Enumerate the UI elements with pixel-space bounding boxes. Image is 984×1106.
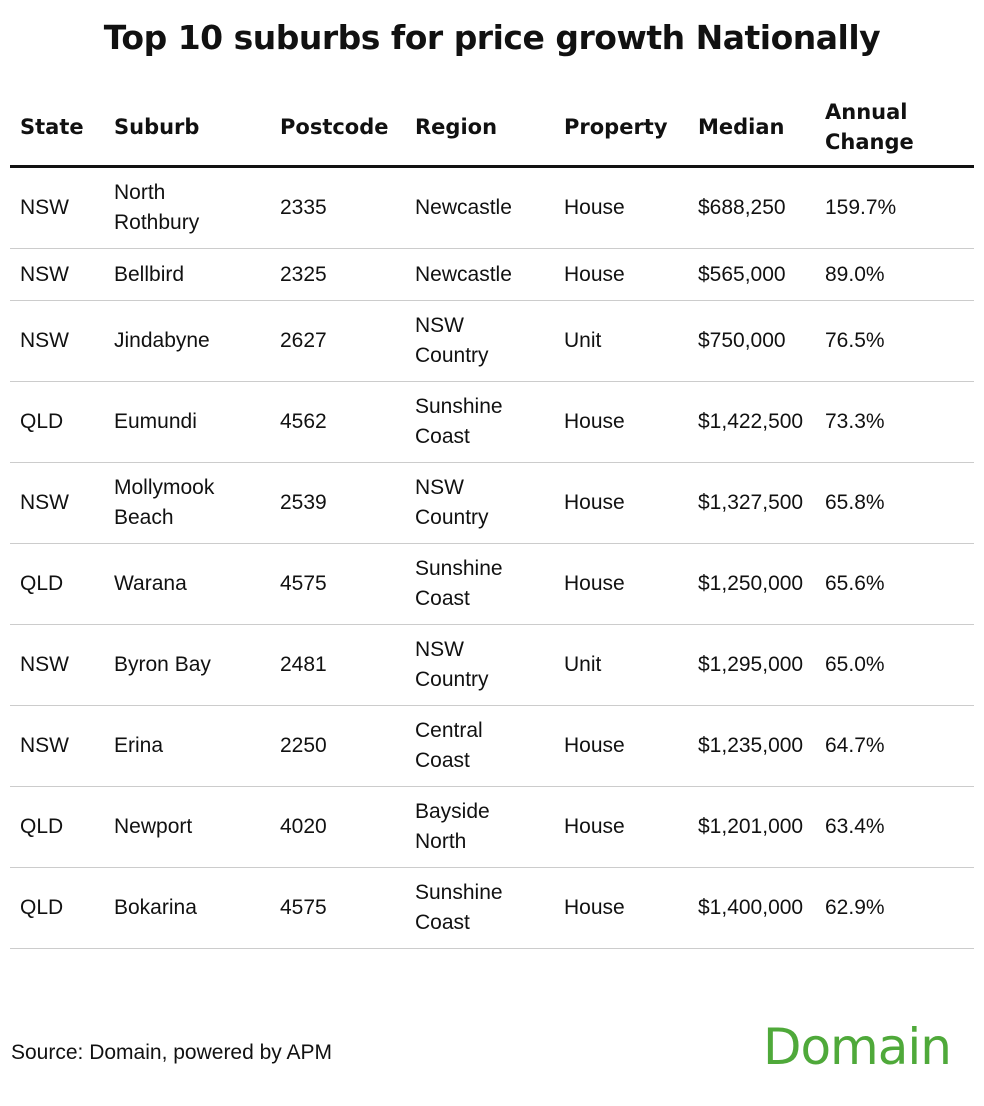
column-header-state: State bbox=[10, 88, 104, 168]
table-row: NSW Mollymook Beach 2539 NSW Country House $1… bbox=[10, 462, 974, 544]
cell-region: Central Coast bbox=[405, 705, 554, 787]
table-row: QLD Eumundi 4562 Sunshine Coast House $1,422,… bbox=[10, 381, 974, 463]
cell-postcode: 2627 bbox=[270, 300, 405, 382]
column-header-postcode: Postcode bbox=[270, 88, 405, 168]
table-row: QLD Newport 4020 Bayside North House $1,201,0… bbox=[10, 786, 974, 868]
cell-postcode: 2539 bbox=[270, 462, 405, 544]
cell-region: NSW Country bbox=[405, 300, 554, 382]
cell-median: $750,000 bbox=[688, 300, 815, 382]
cell-property: House bbox=[554, 705, 688, 787]
cell-postcode: 4020 bbox=[270, 786, 405, 868]
source-note: Source: Domain, powered by APM bbox=[11, 1041, 332, 1064]
cell-state: NSW bbox=[10, 248, 104, 301]
cell-suburb: Byron Bay bbox=[104, 624, 270, 706]
cell-region: Newcastle bbox=[405, 166, 554, 249]
cell-state: NSW bbox=[10, 462, 104, 544]
cell-postcode: 4575 bbox=[270, 543, 405, 625]
cell-suburb: Newport bbox=[104, 786, 270, 868]
cell-postcode: 2325 bbox=[270, 248, 405, 301]
cell-median: $1,250,000 bbox=[688, 543, 815, 625]
cell-annual-change: 64.7% bbox=[815, 705, 974, 787]
cell-state: NSW bbox=[10, 705, 104, 787]
cell-annual-change: 62.9% bbox=[815, 867, 974, 949]
cell-region: Bayside North bbox=[405, 786, 554, 868]
column-header-annual-change: Annual Change bbox=[815, 88, 974, 168]
cell-suburb: Bellbird bbox=[104, 248, 270, 301]
cell-median: $1,295,000 bbox=[688, 624, 815, 706]
cell-median: $688,250 bbox=[688, 166, 815, 249]
cell-median: $565,000 bbox=[688, 248, 815, 301]
table-row: NSW North Rothbury 2335 Newcastle House $688,… bbox=[10, 166, 974, 249]
column-header-median: Median bbox=[688, 88, 815, 168]
price-growth-table: State Suburb Postcode Region Property Me… bbox=[10, 88, 974, 949]
cell-region: Sunshine Coast bbox=[405, 867, 554, 949]
cell-property: Unit bbox=[554, 624, 688, 706]
table-row: QLD Bokarina 4575 Sunshine Coast House $1,400… bbox=[10, 867, 974, 949]
cell-state: NSW bbox=[10, 624, 104, 706]
cell-property: House bbox=[554, 786, 688, 868]
cell-median: $1,327,500 bbox=[688, 462, 815, 544]
cell-state: NSW bbox=[10, 300, 104, 382]
cell-annual-change: 65.8% bbox=[815, 462, 974, 544]
cell-region: NSW Country bbox=[405, 624, 554, 706]
cell-state: QLD bbox=[10, 543, 104, 625]
cell-property: House bbox=[554, 166, 688, 249]
column-header-suburb: Suburb bbox=[104, 88, 270, 168]
cell-suburb: Mollymook Beach bbox=[104, 462, 270, 544]
column-header-region: Region bbox=[405, 88, 554, 168]
cell-annual-change: 73.3% bbox=[815, 381, 974, 463]
cell-median: $1,400,000 bbox=[688, 867, 815, 949]
cell-state: QLD bbox=[10, 867, 104, 949]
cell-postcode: 2335 bbox=[270, 166, 405, 249]
cell-suburb: Warana bbox=[104, 543, 270, 625]
cell-property: House bbox=[554, 462, 688, 544]
cell-state: QLD bbox=[10, 786, 104, 868]
cell-region: Sunshine Coast bbox=[405, 381, 554, 463]
cell-postcode: 4575 bbox=[270, 867, 405, 949]
table-row: QLD Warana 4575 Sunshine Coast House $1,250,0… bbox=[10, 543, 974, 625]
cell-annual-change: 76.5% bbox=[815, 300, 974, 382]
cell-annual-change: 89.0% bbox=[815, 248, 974, 301]
cell-property: House bbox=[554, 381, 688, 463]
cell-state: NSW bbox=[10, 166, 104, 249]
cell-property: House bbox=[554, 248, 688, 301]
table-row: NSW Erina 2250 Central Coast House $1,235,000… bbox=[10, 705, 974, 787]
cell-suburb: Eumundi bbox=[104, 381, 270, 463]
table-row: NSW Bellbird 2325 Newcastle House $565,000 89.… bbox=[10, 248, 974, 301]
cell-state: QLD bbox=[10, 381, 104, 463]
cell-postcode: 4562 bbox=[270, 381, 405, 463]
cell-region: Sunshine Coast bbox=[405, 543, 554, 625]
table-body: NSW North Rothbury 2335 Newcastle House $688,… bbox=[10, 166, 974, 949]
table-row: NSW Jindabyne 2627 NSW Country Unit $750,000 7… bbox=[10, 300, 974, 382]
domain-logo: Domain bbox=[762, 1018, 952, 1076]
cell-suburb: Jindabyne bbox=[104, 300, 270, 382]
cell-median: $1,422,500 bbox=[688, 381, 815, 463]
table-header-row: State Suburb Postcode Region Property Me… bbox=[10, 88, 974, 168]
cell-postcode: 2250 bbox=[270, 705, 405, 787]
cell-region: Newcastle bbox=[405, 248, 554, 301]
chart-title: Top 10 suburbs for price growth National… bbox=[103, 18, 881, 57]
cell-suburb: Bokarina bbox=[104, 867, 270, 949]
cell-suburb: North Rothbury bbox=[104, 166, 270, 249]
cell-annual-change: 63.4% bbox=[815, 786, 974, 868]
cell-region: NSW Country bbox=[405, 462, 554, 544]
cell-median: $1,235,000 bbox=[688, 705, 815, 787]
cell-annual-change: 65.0% bbox=[815, 624, 974, 706]
cell-median: $1,201,000 bbox=[688, 786, 815, 868]
cell-property: Unit bbox=[554, 300, 688, 382]
cell-property: House bbox=[554, 543, 688, 625]
cell-annual-change: 65.6% bbox=[815, 543, 974, 625]
table-row: NSW Byron Bay 2481 NSW Country Unit $1,295,00… bbox=[10, 624, 974, 706]
column-header-property: Property bbox=[554, 88, 688, 168]
cell-postcode: 2481 bbox=[270, 624, 405, 706]
cell-annual-change: 159.7% bbox=[815, 166, 974, 249]
cell-suburb: Erina bbox=[104, 705, 270, 787]
cell-property: House bbox=[554, 867, 688, 949]
